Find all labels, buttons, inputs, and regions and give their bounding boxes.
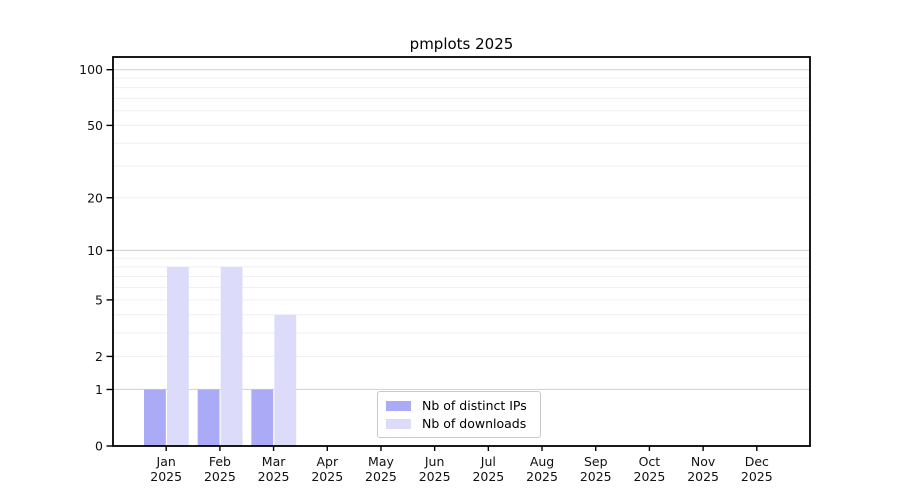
legend-item-downloads: Nb of downloads xyxy=(386,416,532,431)
x-tick-label-month: May xyxy=(368,454,394,469)
x-tick-label-year: 2025 xyxy=(419,469,451,484)
axes-spine xyxy=(112,56,811,447)
x-tick-label-month: Apr xyxy=(316,454,338,469)
bar-downloads xyxy=(167,266,189,446)
x-tick-label-year: 2025 xyxy=(258,469,290,484)
y-tick-label: 5 xyxy=(95,292,103,307)
y-tick-label: 20 xyxy=(87,190,103,205)
bar-distinct-ips xyxy=(197,389,220,446)
x-tick-label-month: Jun xyxy=(424,454,445,469)
y-tick-label: 1 xyxy=(95,382,103,397)
legend: Nb of distinct IPs Nb of downloads xyxy=(377,391,541,438)
x-tick-label-year: 2025 xyxy=(580,469,612,484)
bar-distinct-ips xyxy=(144,389,166,446)
x-tick-label-year: 2025 xyxy=(150,469,182,484)
y-tick-label: 100 xyxy=(79,62,103,77)
x-tick-label-month: Nov xyxy=(691,454,716,469)
y-tick-label: 0 xyxy=(95,439,103,454)
y-tick-label: 50 xyxy=(87,118,103,133)
legend-swatch-downloads xyxy=(386,418,411,429)
legend-item-distinct-ips: Nb of distinct IPs xyxy=(386,398,532,413)
chart-title: pmplots 2025 xyxy=(409,35,514,53)
x-tick-label-year: 2025 xyxy=(311,469,343,484)
bar-downloads xyxy=(274,314,297,446)
x-tick-label-month: Aug xyxy=(530,454,554,469)
x-tick-label-month: Jan xyxy=(156,454,176,469)
bar-distinct-ips xyxy=(251,389,274,446)
x-tick-label-month: Mar xyxy=(262,454,286,469)
x-tick-label-month: Feb xyxy=(209,454,231,469)
x-tick-label-year: 2025 xyxy=(365,469,397,484)
x-tick-label-year: 2025 xyxy=(634,469,666,484)
x-tick-label-year: 2025 xyxy=(204,469,236,484)
bar-downloads xyxy=(220,266,243,446)
x-tick-label-month: Oct xyxy=(639,454,661,469)
y-tick-label: 10 xyxy=(87,243,103,258)
x-tick-label-year: 2025 xyxy=(526,469,558,484)
legend-swatch-distinct-ips xyxy=(386,400,411,411)
x-tick-label-year: 2025 xyxy=(472,469,504,484)
y-tick-label: 2 xyxy=(95,349,103,364)
x-tick-label-month: Dec xyxy=(745,454,769,469)
legend-label-distinct-ips: Nb of distinct IPs xyxy=(422,398,527,413)
legend-label-downloads: Nb of downloads xyxy=(422,416,527,431)
x-tick-label-year: 2025 xyxy=(687,469,719,484)
x-tick-label-month: Sep xyxy=(584,454,608,469)
x-tick-label-year: 2025 xyxy=(741,469,773,484)
x-tick-label-month: Jul xyxy=(480,454,496,469)
